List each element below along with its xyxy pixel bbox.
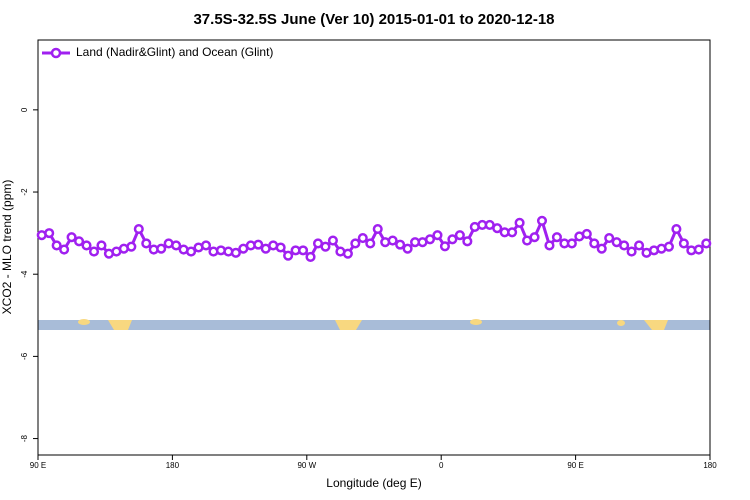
point [454, 230, 465, 241]
point [604, 232, 615, 244]
plot-frame [37, 39, 711, 456]
point [529, 232, 540, 243]
point [66, 232, 77, 243]
point [59, 244, 70, 255]
point [96, 240, 107, 251]
y-tick-label: -8 [20, 434, 29, 442]
point [701, 238, 712, 249]
x-tick-label: 180 [703, 461, 717, 470]
point [365, 238, 376, 249]
point [327, 235, 338, 246]
point [402, 243, 413, 254]
point [566, 238, 577, 249]
point [171, 240, 182, 251]
point [589, 238, 600, 249]
x-tick-label: 90 E [567, 461, 583, 470]
point [544, 240, 555, 251]
x-tick-label: 90 W [297, 461, 316, 470]
point [439, 241, 450, 252]
point [357, 232, 368, 244]
point [678, 238, 689, 249]
x-tick-label: 180 [166, 461, 180, 470]
chart-title: 37.5S-32.5S June (Ver 10) 2015-01-01 to … [193, 11, 554, 28]
x-axis-label: Longitude (deg E) [326, 476, 421, 490]
point [320, 241, 331, 252]
point [447, 234, 458, 245]
point [671, 223, 682, 235]
point [507, 227, 518, 238]
point [141, 238, 152, 249]
point [514, 217, 525, 228]
map-strip [38, 319, 710, 330]
point [424, 234, 436, 245]
point [305, 251, 316, 263]
legend-label: Land (Nadir&Glint) and Ocean (Glint) [76, 45, 273, 59]
point [253, 239, 264, 250]
y-axis-label: XCO2 - MLO trend (ppm) [0, 180, 14, 315]
point [693, 244, 704, 255]
point [156, 243, 167, 254]
legend: Land (Nadir&Glint) and Ocean (Glint) [42, 45, 273, 59]
point [133, 223, 144, 235]
point [283, 250, 294, 261]
point [619, 240, 630, 251]
point [462, 236, 473, 247]
x-tick-label: 0 [439, 461, 444, 470]
y-tick-label: -6 [20, 352, 29, 360]
point [81, 240, 92, 251]
point [51, 240, 62, 251]
point [387, 235, 398, 246]
legend-marker [50, 47, 62, 59]
point [536, 215, 548, 226]
point [372, 223, 383, 235]
point [298, 245, 309, 256]
point [596, 243, 607, 254]
x-tick-label: 90 E [30, 461, 46, 470]
point [342, 248, 353, 259]
y-tick-label: -4 [20, 270, 29, 278]
point [395, 239, 406, 250]
point [200, 240, 212, 251]
point [275, 242, 286, 253]
point [634, 240, 645, 251]
point [492, 223, 503, 234]
y-tick-label: 0 [20, 107, 29, 112]
point [126, 241, 137, 252]
point [88, 246, 100, 257]
point [432, 230, 443, 241]
point [74, 236, 85, 247]
y-tick-label: -2 [20, 188, 29, 196]
point [663, 241, 674, 252]
point [626, 246, 637, 257]
point [551, 232, 562, 243]
point [186, 246, 197, 257]
point [230, 247, 241, 258]
point [350, 238, 361, 249]
point [44, 228, 55, 239]
point [581, 228, 592, 239]
